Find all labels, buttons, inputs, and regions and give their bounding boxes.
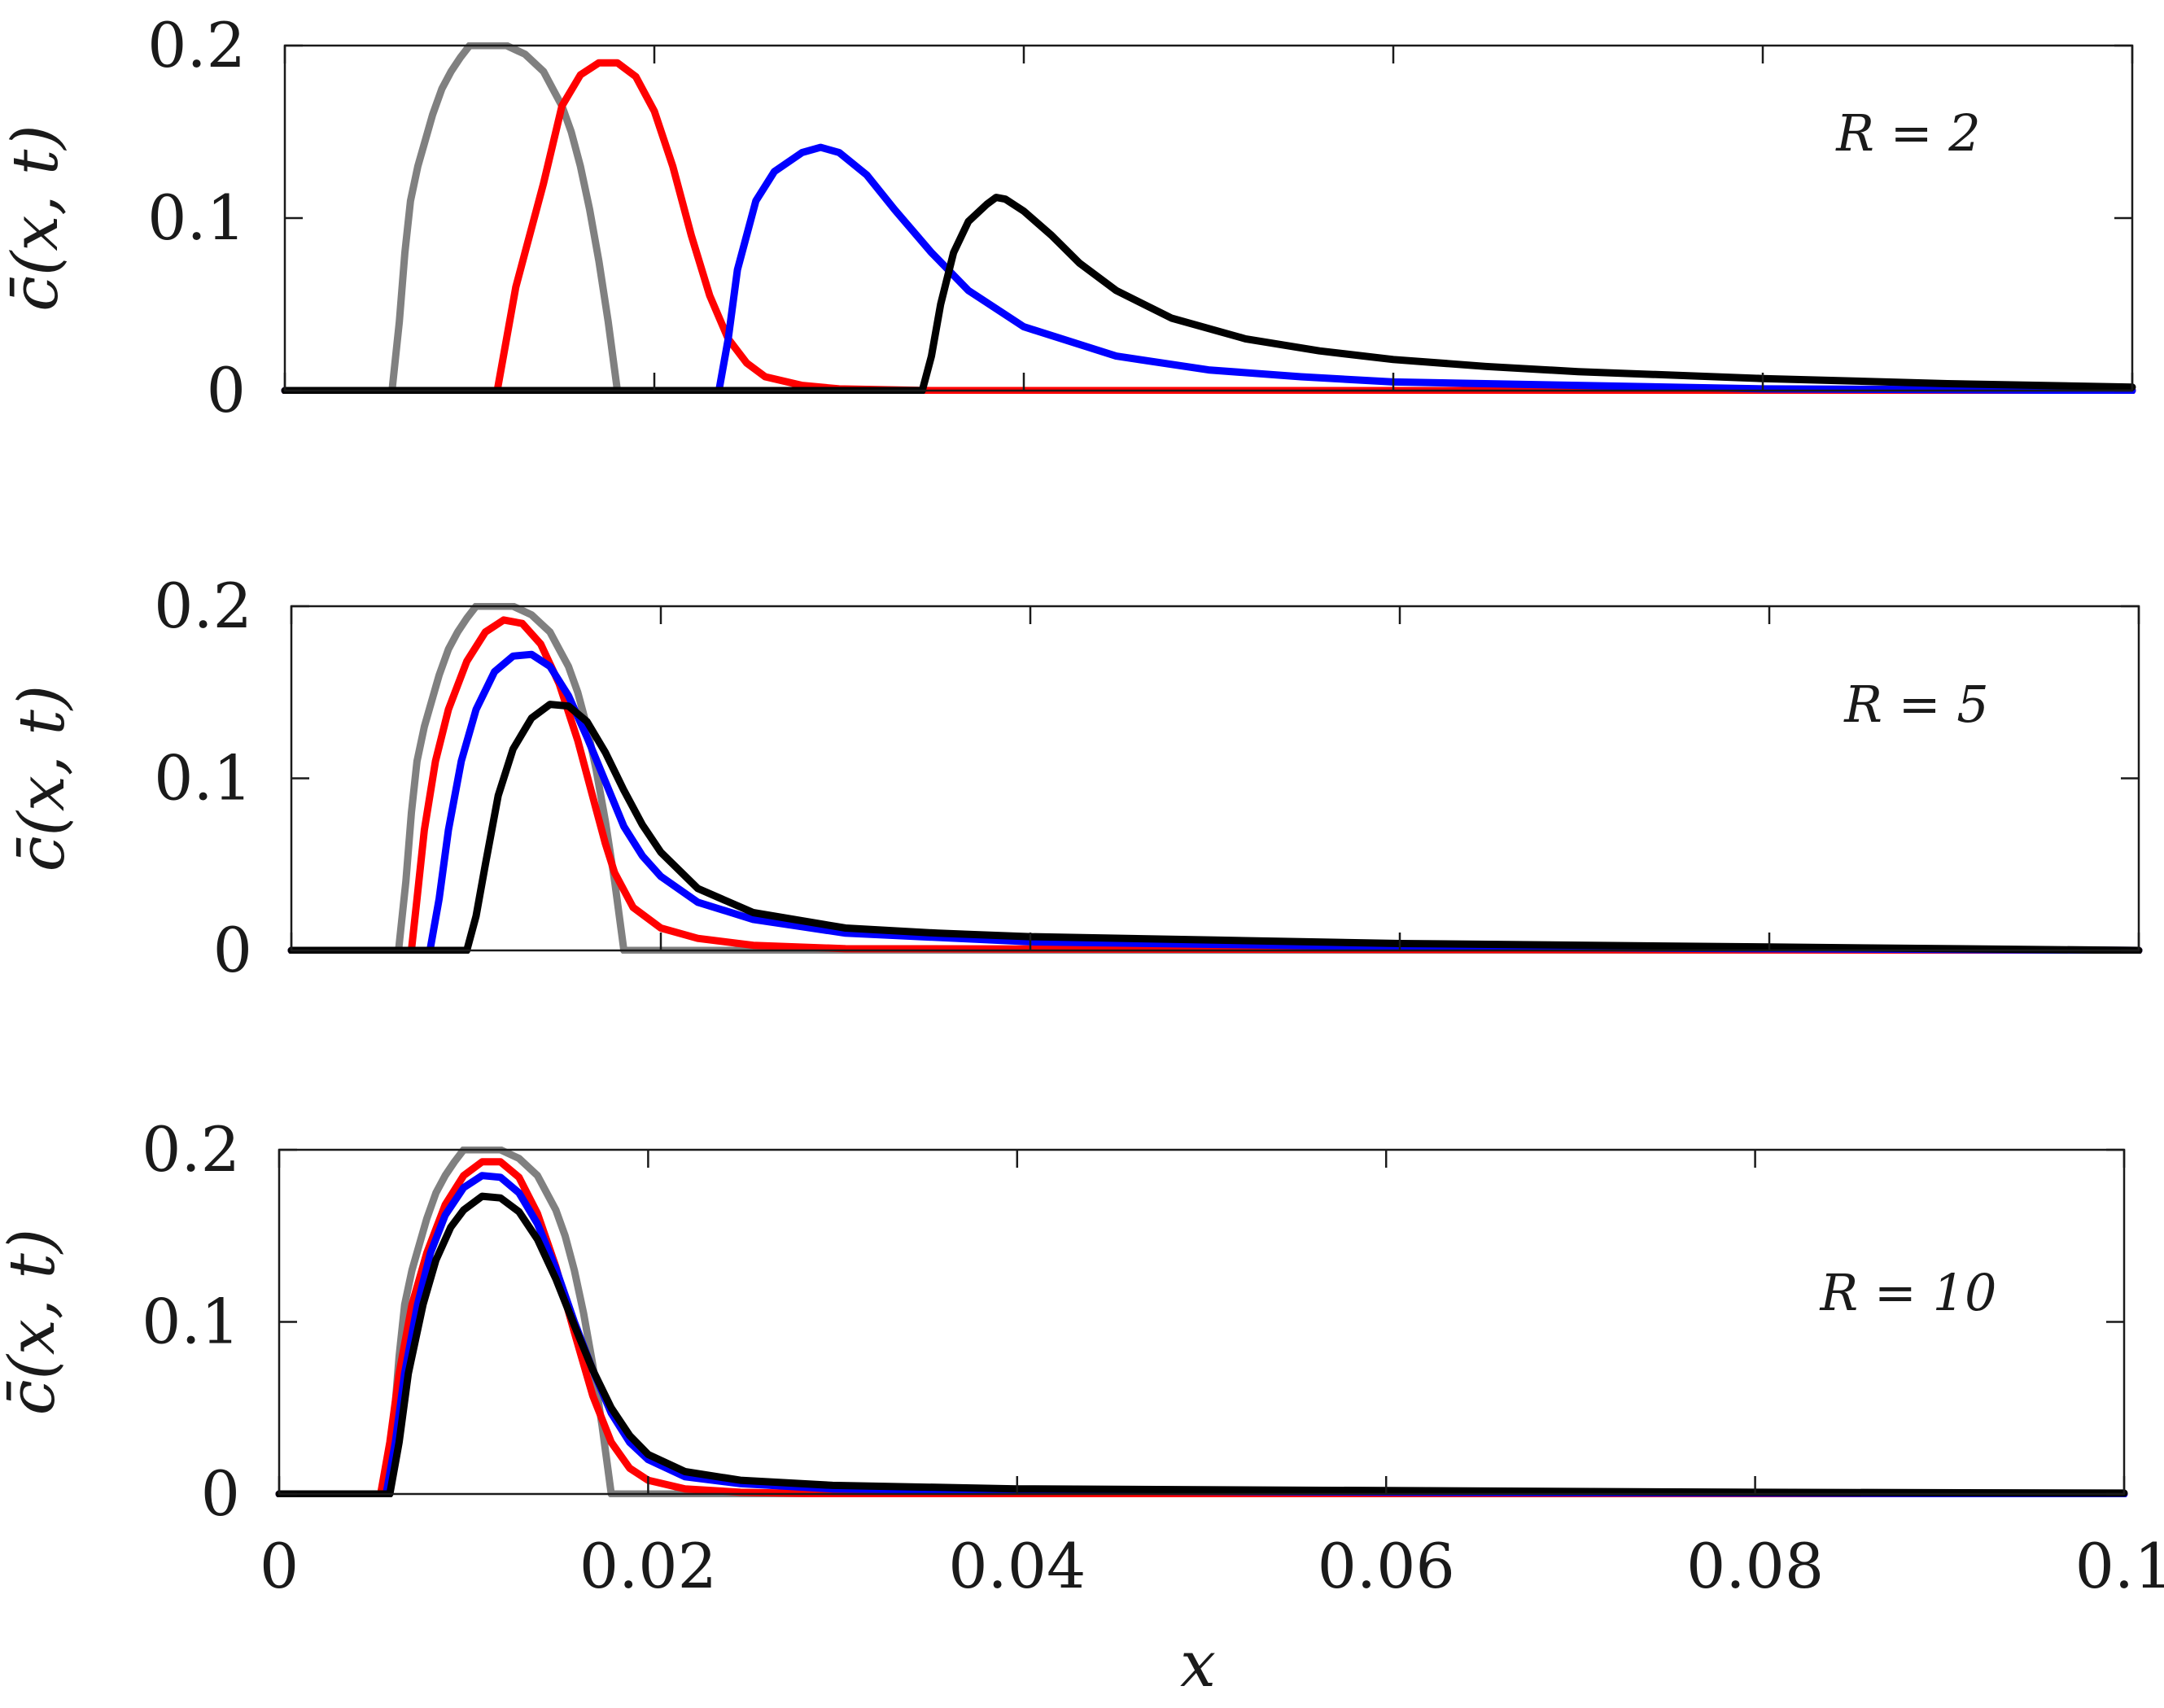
x-tick-label: 0.02: [579, 1530, 717, 1602]
y-tick-label: 0.2: [147, 9, 246, 81]
x-tick-label: 0.1: [2075, 1530, 2164, 1602]
panel-2: 0 0.1 0.2 c̄(x, t) R = 5: [6, 570, 2143, 986]
x-axis-label: x: [1180, 1628, 1216, 1701]
series-line-0000ff: [287, 650, 2143, 954]
series-line-000000: [287, 701, 2143, 954]
series-line-0000ff: [281, 143, 2136, 394]
series-line-ff0000: [275, 1158, 2128, 1497]
y-tick-label: 0.1: [154, 742, 252, 815]
panel-annotation: R = 10: [1820, 1263, 1997, 1322]
y-tick-label: 0: [201, 1457, 240, 1530]
y-axis-label: c̄(x, t): [0, 124, 72, 311]
x-tick-label: 0.08: [1686, 1530, 1824, 1602]
panel-annotation: R = 5: [1843, 675, 1989, 734]
series-line-000000: [281, 194, 2136, 394]
x-tick-label: 0.06: [1318, 1530, 1455, 1602]
y-tick-label: 0.2: [154, 570, 252, 642]
y-tick-label: 0.1: [142, 1286, 240, 1358]
panel-1: 0 0.1 0.2 c̄(x, t) R = 2: [0, 9, 2136, 426]
panels-group: 0 0.1 0.2 c̄(x, t) R = 2 0 0.1 0.2 c̄(x, t) R = 5…: [0, 9, 2164, 1602]
y-axis-label: c̄(x, t): [6, 685, 79, 871]
y-tick-label: 0: [207, 354, 246, 426]
panel-annotation: R = 2: [1835, 103, 1981, 163]
x-tick-label: 0.04: [948, 1530, 1086, 1602]
y-tick-label: 0.2: [142, 1113, 240, 1186]
series-line-000000: [275, 1192, 2128, 1497]
panel-3: 0 0.1 0.2 0 0.02 0.04 0.06 0.08 0.1 c̄(x, t) R = 1…: [0, 1113, 2164, 1602]
x-tick-label: 0: [260, 1530, 299, 1602]
y-tick-label: 0.1: [147, 181, 246, 254]
y-axis-label: c̄(x, t): [0, 1229, 69, 1415]
y-tick-label: 0: [213, 914, 252, 986]
series-line-ff0000: [281, 59, 2136, 394]
